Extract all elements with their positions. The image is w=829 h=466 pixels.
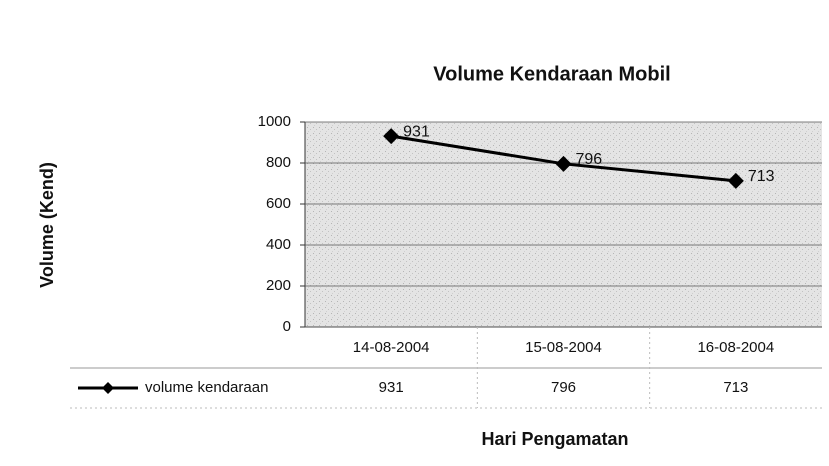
y-tick-label: 200 [266, 277, 291, 294]
y-tick-label: 0 [283, 318, 291, 335]
y-tick-label: 1000 [258, 113, 291, 130]
x-tick-label: 15-08-2004 [525, 339, 602, 356]
x-tick-label: 16-08-2004 [697, 339, 774, 356]
data-label: 931 [403, 123, 430, 140]
table-value: 796 [551, 379, 576, 396]
y-axis-title: Volume (Kend) [37, 162, 57, 288]
legend-marker [102, 382, 114, 394]
chart-title: Volume Kendaraan Mobil [433, 63, 670, 85]
data-label: 713 [748, 168, 775, 185]
table-value: 713 [723, 379, 748, 396]
plot-area [305, 122, 822, 327]
table-value: 931 [379, 379, 404, 396]
point-marker [383, 128, 400, 145]
y-tick-label: 400 [266, 236, 291, 253]
x-axis-title: Hari Pengamatan [481, 429, 628, 449]
x-tick-label: 14-08-2004 [353, 339, 430, 356]
legend-label: volume kendaraan [145, 379, 268, 396]
y-tick-label: 600 [266, 195, 291, 212]
y-tick-label: 800 [266, 154, 291, 171]
point-marker [555, 155, 572, 172]
point-marker [727, 172, 744, 189]
data-label: 796 [576, 151, 603, 168]
